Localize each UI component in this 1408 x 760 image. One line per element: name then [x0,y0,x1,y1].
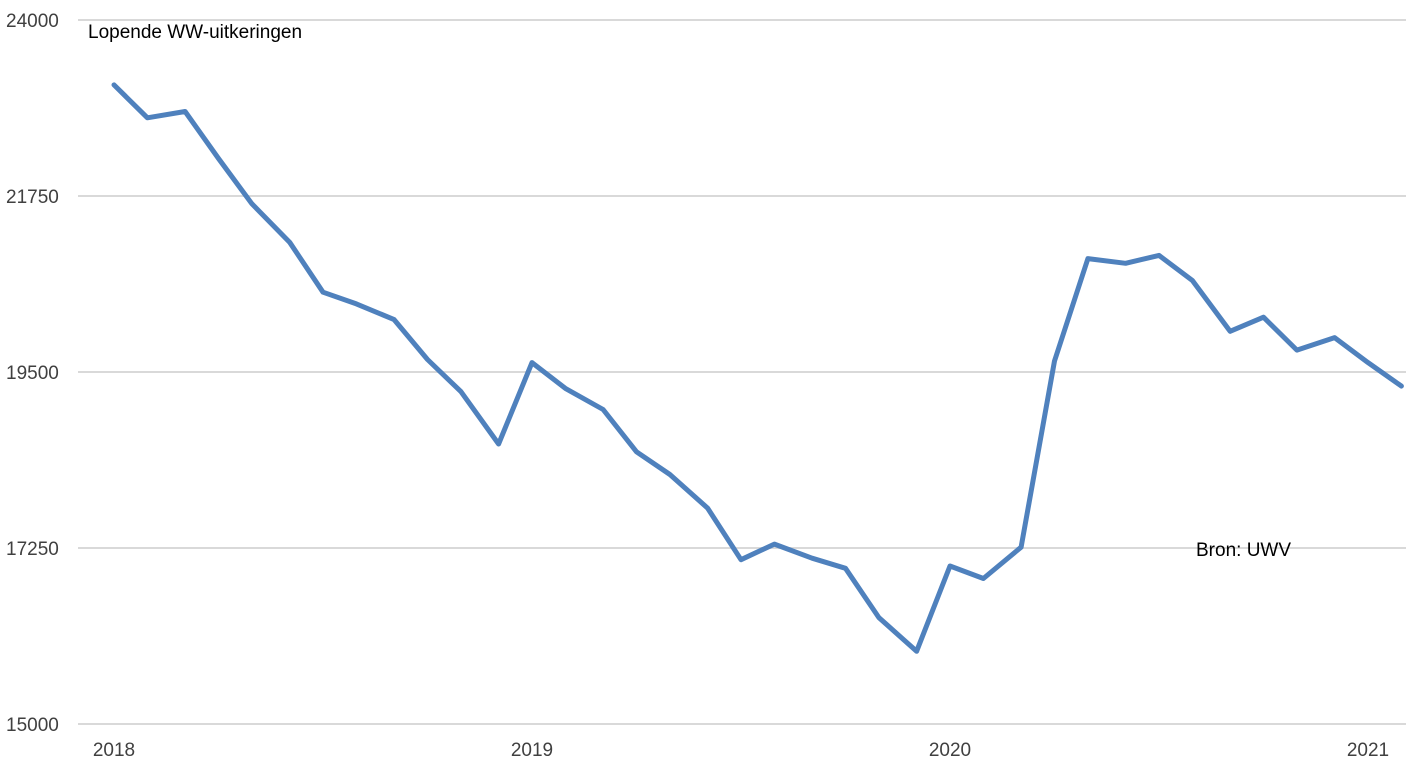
x-tick-label: 2020 [929,740,971,760]
series-line [111,82,1404,654]
y-tick-label: 24000 [6,11,59,32]
source-annotation: Bron: UWV [1196,540,1291,561]
x-tick-label: 2019 [511,740,553,760]
series-layer [111,82,1404,654]
y-tick-label: 21750 [6,187,59,208]
gridlines [78,19,1406,725]
x-axis-ticks: 2018 2019 2020 2021 [93,740,1389,760]
x-tick-label: 2018 [93,740,135,760]
y-axis-ticks: 15000 17250 19500 21750 24000 [6,11,59,736]
x-tick-label: 2021 [1347,740,1389,760]
chart-title: Lopende WW-uitkeringen [88,22,302,43]
y-tick-label: 17250 [6,539,59,560]
y-tick-label: 19500 [6,363,59,384]
y-tick-label: 15000 [6,715,59,736]
